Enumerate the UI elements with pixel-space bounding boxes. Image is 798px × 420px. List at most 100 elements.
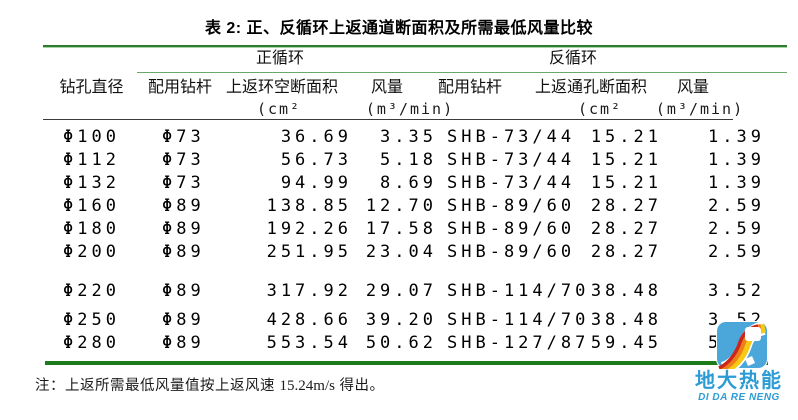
table-cell: Φ200 — [63, 242, 120, 262]
group-header-rule — [137, 72, 787, 73]
table-cell: Φ112 — [63, 150, 120, 170]
table-cell: Φ180 — [63, 219, 120, 239]
unit-airflow-pos: (m³/min) — [365, 100, 455, 118]
table-cell: Φ89 — [162, 333, 205, 353]
table-cell: 15.21 — [590, 150, 662, 170]
table-cell: 251.95 — [266, 242, 352, 262]
table-row: Φ160 Φ89 138.85 12.70 SHB-89/60 28.27 2.59 — [43, 195, 787, 218]
table-cell: 17.58 — [365, 219, 437, 239]
table-cell: Φ250 — [63, 310, 120, 330]
table-cell: 5.18 — [380, 150, 437, 170]
unit-area-rev: (cm² — [577, 100, 623, 118]
table-cell: 1.39 — [708, 127, 765, 147]
table-cell: 23.04 — [365, 242, 437, 262]
table-row: Φ100 Φ73 36.69 3.35 SHB-73/44 15.21 1.39 — [43, 126, 787, 149]
table-cell: 38.48 — [590, 310, 662, 330]
col-header-drillpipe-rev: 配用钻杆 — [437, 79, 502, 96]
table-cell: 428.66 — [266, 310, 352, 330]
table-row: Φ220 Φ89 317.92 29.07 SHB-114/70 38.48 3.52 — [43, 264, 787, 303]
table-row: Φ112 Φ73 56.73 5.18 SHB-73/44 15.21 1.39 — [43, 149, 787, 172]
group-header-reverse-circulation: 反循环 — [548, 50, 597, 67]
table-cell: 553.54 — [266, 333, 352, 353]
col-header-annulus-area: 上返环空断面积 — [225, 79, 338, 96]
table-cell: 2.59 — [708, 219, 765, 239]
table-cell: 12.70 — [365, 196, 437, 216]
footnote-value: 15.24m/s — [279, 378, 335, 394]
footnote-text: 上返所需最低风量值按上返风速 — [65, 378, 280, 394]
table-title: 表 2: 正、反循环上返通道断面积及所需最低风量比较 — [204, 20, 594, 37]
table-cell: 317.92 — [266, 281, 352, 301]
col-header-diameter: 钻孔直径 — [59, 79, 124, 96]
table-cell: 15.21 — [590, 173, 662, 193]
table-cell: 15.21 — [590, 127, 662, 147]
table-cell: SHB-114/70 — [447, 310, 590, 330]
table-cell: 38.48 — [590, 281, 662, 301]
table-cell: 28.27 — [590, 219, 662, 239]
table-row: Φ250 Φ89 428.66 39.20 SHB-114/70 38.48 3.52 — [43, 303, 787, 332]
rainbow-road-icon — [716, 321, 768, 369]
table-cell: Φ89 — [162, 242, 205, 262]
table-cell: Φ89 — [162, 310, 205, 330]
col-header-bore-area: 上返通孔断面积 — [534, 79, 647, 96]
table-cell: Φ73 — [162, 127, 205, 147]
table-cell: 39.20 — [365, 310, 437, 330]
unit-airflow-rev: (m³/min) — [655, 100, 745, 118]
table-cell: Φ73 — [162, 150, 205, 170]
table-cell: 2.59 — [708, 242, 765, 262]
table-cell: SHB-73/44 — [447, 173, 576, 193]
table-cell: 50.62 — [365, 333, 437, 353]
table-cell: 59.45 — [590, 333, 662, 353]
group-header-positive-circulation: 正循环 — [255, 50, 304, 67]
table-cell: SHB-73/44 — [447, 150, 576, 170]
table-cell: 28.27 — [590, 196, 662, 216]
header-bottom-rule — [43, 119, 733, 120]
table-body: Φ100 Φ73 36.69 3.35 SHB-73/44 15.21 1.39 Φ112 Φ7… — [43, 126, 787, 355]
footnote: 注：上返所需最低风量值按上返风速 15.24m/s 得出。 — [35, 374, 385, 395]
table-cell: Φ132 — [63, 173, 120, 193]
table-top-rule-highlight — [43, 47, 787, 48]
table-row: Φ180 Φ89 192.26 17.58 SHB-89/60 28.27 2.59 — [43, 218, 787, 241]
table-cell: 94.99 — [280, 173, 352, 193]
col-header-airflow-pos: 风量 — [370, 79, 403, 96]
table-cell: 56.73 — [280, 150, 352, 170]
table-cell: Φ73 — [162, 173, 205, 193]
table-cell: SHB-89/60 — [447, 219, 576, 239]
logo-subtitle: DI DA RE NENG — [698, 392, 780, 403]
table-cell: 8.69 — [380, 173, 437, 193]
logo-name: 地大热能 — [695, 370, 783, 392]
table-cell: 28.27 — [590, 242, 662, 262]
table-cell: Φ89 — [162, 219, 205, 239]
col-header-airflow-rev: 风量 — [676, 79, 709, 96]
table-cell: SHB-114/70 — [447, 281, 590, 301]
col-header-drillpipe-pos: 配用钻杆 — [147, 79, 212, 96]
logo-wordmark: 地大热能 DI DA RE NENG — [686, 370, 792, 403]
table-cell: SHB-89/60 — [447, 242, 576, 262]
table-cell: 36.69 — [280, 127, 352, 147]
table-row: Φ200 Φ89 251.95 23.04 SHB-89/60 28.27 2.59 — [43, 241, 787, 264]
table-cell: 3.35 — [380, 127, 437, 147]
table-cell: Φ220 — [63, 281, 120, 301]
table-bottom-rule — [45, 361, 768, 365]
table-cell: SHB-89/60 — [447, 196, 576, 216]
table-cell: 192.26 — [266, 219, 352, 239]
table-cell: Φ89 — [162, 196, 205, 216]
table-cell: SHB-73/44 — [447, 127, 576, 147]
table-cell: Φ280 — [63, 333, 120, 353]
table-cell: Φ160 — [63, 196, 120, 216]
unit-area-pos: (cm² — [256, 100, 302, 118]
table-cell: Φ89 — [162, 281, 205, 301]
footnote-label: 注： — [35, 378, 65, 394]
table-cell: SHB-127/87 — [447, 333, 590, 353]
table-cell: 1.39 — [708, 173, 765, 193]
table-cell: 1.39 — [708, 150, 765, 170]
table-cell: 29.07 — [365, 281, 437, 301]
table-cell: Φ100 — [63, 127, 120, 147]
table-top-rule — [43, 45, 787, 47]
footnote-suffix: 得出。 — [334, 378, 385, 394]
table-cell: 2.59 — [708, 196, 765, 216]
table-row: Φ132 Φ73 94.99 8.69 SHB-73/44 15.21 1.39 — [43, 172, 787, 195]
table-cell: 3.52 — [708, 281, 765, 301]
table-cell: 138.85 — [266, 196, 352, 216]
